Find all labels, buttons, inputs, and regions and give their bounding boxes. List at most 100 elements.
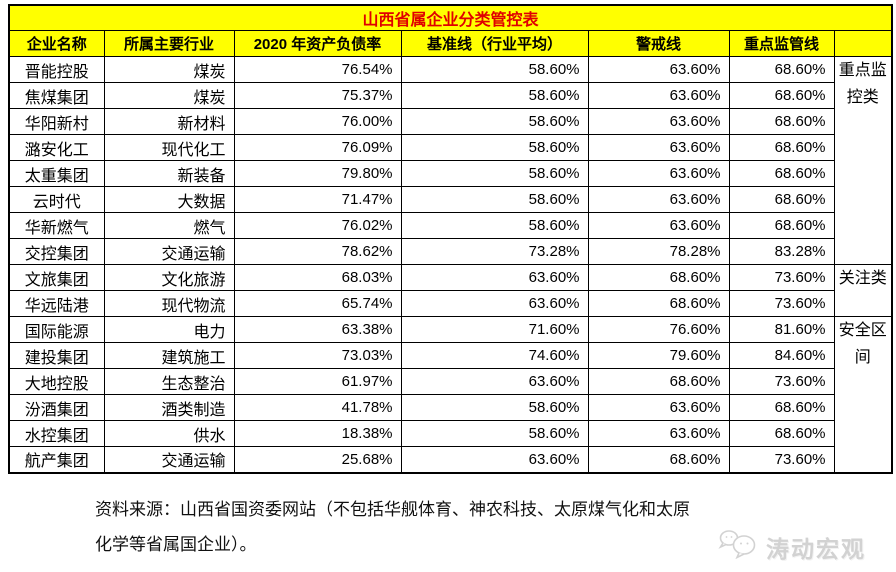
category-cell: 重点监控类 (833, 56, 893, 265)
baseline-cell: 63.60% (400, 290, 589, 317)
baseline-cell: 58.60% (400, 420, 589, 447)
table-row: 云时代 大数据 71.47% 58.60% 63.60% 68.60% (8, 186, 892, 213)
col-header-category (833, 30, 893, 57)
table-row: 焦煤集团 煤炭 75.37% 58.60% 63.60% 68.60% (8, 82, 892, 109)
baseline-cell: 63.60% (400, 446, 589, 473)
warning-cell: 63.60% (587, 212, 730, 239)
supervision-cell: 73.60% (728, 264, 835, 291)
baseline-cell: 58.60% (400, 394, 589, 421)
supervision-cell: 73.60% (728, 368, 835, 395)
category-cell: 安全区间 (833, 316, 893, 473)
supervision-cell: 73.60% (728, 290, 835, 317)
warning-cell: 63.60% (587, 56, 730, 83)
industry-cell: 煤炭 (103, 56, 235, 83)
watermark-label: 涛动宏观 (766, 536, 866, 562)
supervision-cell: 68.60% (728, 212, 835, 239)
supervision-cell: 68.60% (728, 134, 835, 161)
industry-cell: 现代物流 (103, 290, 235, 317)
industry-cell: 文化旅游 (103, 264, 235, 291)
supervision-cell: 68.60% (728, 420, 835, 447)
supervision-cell: 68.60% (728, 394, 835, 421)
col-header-baseline: 基准线（行业平均） (400, 30, 589, 57)
enterprise-name-cell: 晋能控股 (8, 56, 105, 83)
ratio-cell: 76.00% (233, 108, 402, 135)
table-row: 华远陆港 现代物流 65.74% 63.60% 68.60% 73.60% (8, 290, 892, 317)
table-body: 晋能控股 煤炭 76.54% 58.60% 63.60% 68.60% 重点监控… (8, 56, 893, 473)
source-note-line2: 化学等省属国企业）。 (95, 535, 257, 554)
baseline-cell: 58.60% (400, 56, 589, 83)
col-header-industry: 所属主要行业 (103, 30, 235, 57)
table-row: 航产集团 交通运输 25.68% 63.60% 68.60% 73.60% (8, 446, 892, 473)
industry-cell: 交通运输 (103, 238, 235, 265)
table-row: 大地控股 生态整治 61.97% 63.60% 68.60% 73.60% (8, 368, 892, 395)
supervision-cell: 73.60% (728, 446, 835, 473)
col-header-ratio-2020: 2020 年资产负债率 (233, 30, 402, 57)
control-table: 山西省属企业分类管控表 企业名称 所属主要行业 2020 年资产负债率 基准线（… (8, 4, 893, 474)
warning-cell: 68.60% (587, 264, 730, 291)
table-title-row: 山西省属企业分类管控表 (8, 4, 893, 31)
enterprise-name-cell: 文旅集团 (8, 264, 105, 291)
industry-cell: 大数据 (103, 186, 235, 213)
baseline-cell: 58.60% (400, 160, 589, 187)
ratio-cell: 71.47% (233, 186, 402, 213)
ratio-cell: 25.68% (233, 446, 402, 473)
warning-cell: 63.60% (587, 420, 730, 447)
col-header-enterprise: 企业名称 (8, 30, 105, 57)
warning-cell: 68.60% (587, 446, 730, 473)
warning-cell: 63.60% (587, 186, 730, 213)
table-row: 华阳新村 新材料 76.00% 58.60% 63.60% 68.60% (8, 108, 892, 135)
supervision-cell: 68.60% (728, 108, 835, 135)
watermark: 涛动宏观 (718, 529, 866, 564)
ratio-cell: 41.78% (233, 394, 402, 421)
baseline-cell: 58.60% (400, 82, 589, 109)
supervision-cell: 68.60% (728, 56, 835, 83)
ratio-cell: 68.03% (233, 264, 402, 291)
ratio-cell: 63.38% (233, 316, 402, 343)
table-row: 晋能控股 煤炭 76.54% 58.60% 63.60% 68.60% 重点监控… (8, 56, 893, 265)
source-note-line1: 资料来源：山西省国资委网站（不包括华舰体育、神农科技、太原煤气化和太原 (95, 500, 690, 519)
enterprise-name-cell: 云时代 (8, 186, 105, 213)
warning-cell: 68.60% (587, 290, 730, 317)
industry-cell: 现代化工 (103, 134, 235, 161)
enterprise-name-cell: 焦煤集团 (8, 82, 105, 109)
enterprise-name-cell: 国际能源 (8, 316, 105, 343)
industry-cell: 交通运输 (103, 446, 235, 473)
industry-cell: 建筑施工 (103, 342, 235, 369)
enterprise-name-cell: 汾酒集团 (8, 394, 105, 421)
ratio-cell: 76.02% (233, 212, 402, 239)
industry-cell: 煤炭 (103, 82, 235, 109)
industry-cell: 酒类制造 (103, 394, 235, 421)
industry-cell: 生态整治 (103, 368, 235, 395)
baseline-cell: 63.60% (400, 264, 589, 291)
warning-cell: 63.60% (587, 108, 730, 135)
ratio-cell: 76.54% (233, 56, 402, 83)
warning-cell: 63.60% (587, 82, 730, 109)
supervision-cell: 84.60% (728, 342, 835, 369)
enterprise-name-cell: 大地控股 (8, 368, 105, 395)
warning-cell: 76.60% (587, 316, 730, 343)
warning-cell: 78.28% (587, 238, 730, 265)
table-row: 汾酒集团 酒类制造 41.78% 58.60% 63.60% 68.60% (8, 394, 892, 421)
warning-cell: 79.60% (587, 342, 730, 369)
baseline-cell: 58.60% (400, 134, 589, 161)
baseline-cell: 58.60% (400, 108, 589, 135)
table-row: 建投集团 建筑施工 73.03% 74.60% 79.60% 84.60% (8, 342, 892, 369)
supervision-cell: 83.28% (728, 238, 835, 265)
baseline-cell: 71.60% (400, 316, 589, 343)
table-row: 交控集团 交通运输 78.62% 73.28% 78.28% 83.28% (8, 238, 892, 265)
table-row: 文旅集团 文化旅游 68.03% 63.60% 68.60% 73.60% 关注… (8, 264, 893, 317)
source-note: 资料来源：山西省国资委网站（不包括华舰体育、神农科技、太原煤气化和太原 化学等省… (95, 492, 815, 562)
baseline-cell: 73.28% (400, 238, 589, 265)
baseline-cell: 58.60% (400, 186, 589, 213)
table-row: 国际能源 电力 63.38% 71.60% 76.60% 81.60% 安全区间 (8, 316, 893, 473)
enterprise-name-cell: 建投集团 (8, 342, 105, 369)
ratio-cell: 61.97% (233, 368, 402, 395)
table-row: 潞安化工 现代化工 76.09% 58.60% 63.60% 68.60% (8, 134, 892, 161)
ratio-cell: 79.80% (233, 160, 402, 187)
category-cell: 关注类 (833, 264, 893, 317)
enterprise-name-cell: 太重集团 (8, 160, 105, 187)
industry-cell: 供水 (103, 420, 235, 447)
baseline-cell: 58.60% (400, 212, 589, 239)
chat-bubbles-icon (718, 529, 760, 564)
ratio-cell: 65.74% (233, 290, 402, 317)
